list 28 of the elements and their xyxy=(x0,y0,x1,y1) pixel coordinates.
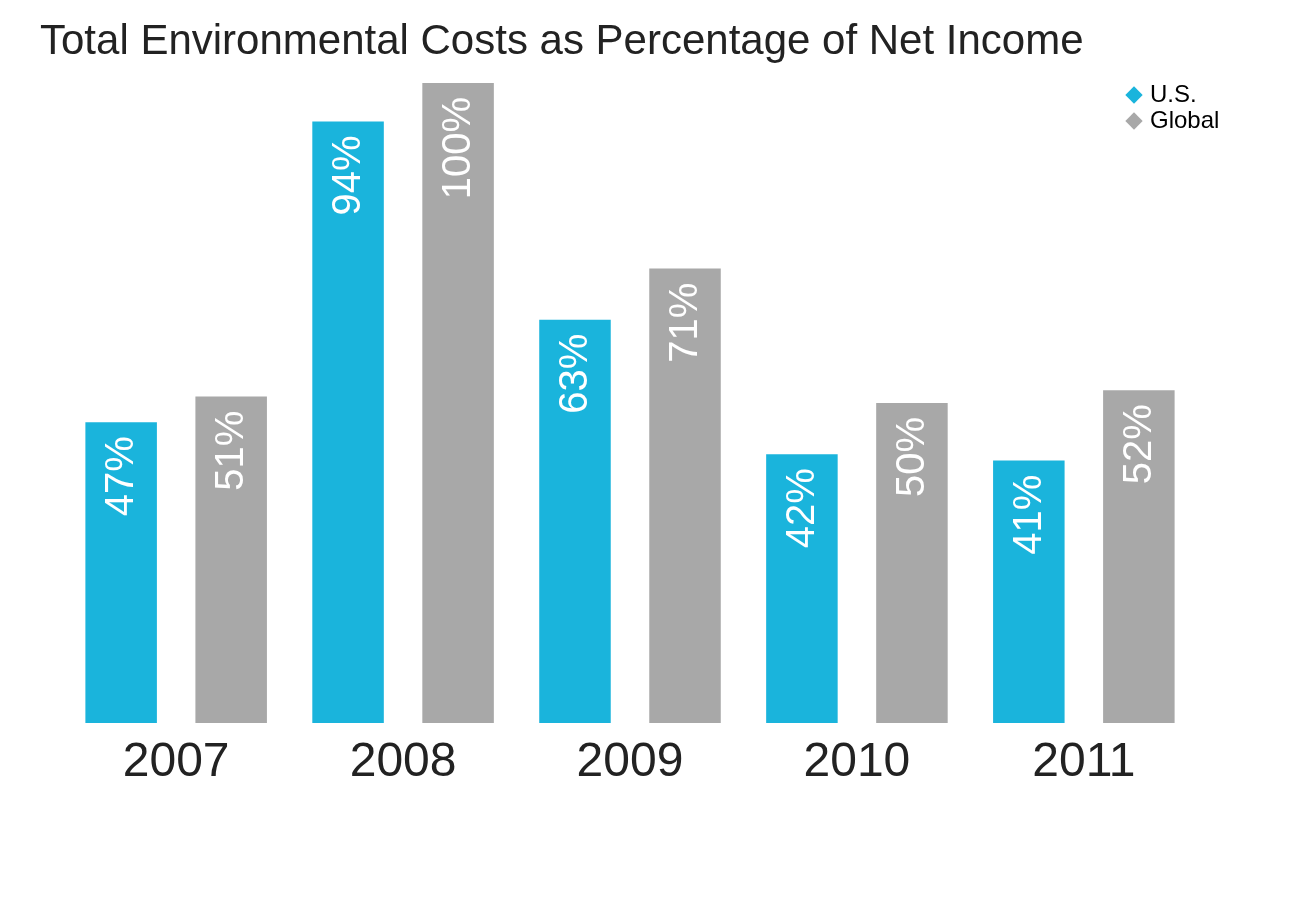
bar xyxy=(649,268,721,723)
data-label: 41% xyxy=(1004,474,1049,555)
bar xyxy=(312,121,384,723)
data-label: 94% xyxy=(324,135,369,216)
data-label: 63% xyxy=(550,333,595,414)
x-tick-label: 2010 xyxy=(803,732,911,786)
bar xyxy=(876,403,948,723)
x-tick-label: 2007 xyxy=(122,732,230,786)
bar xyxy=(539,319,611,723)
x-tick-label: 2009 xyxy=(576,732,684,786)
bar xyxy=(766,454,838,723)
bar xyxy=(85,422,157,723)
x-tick-label: 2011 xyxy=(1032,732,1136,786)
bar xyxy=(195,396,267,723)
data-label: 71% xyxy=(661,282,706,363)
data-label: 52% xyxy=(1114,404,1159,485)
data-label: 50% xyxy=(887,417,932,498)
legend-label: U.S. xyxy=(1150,80,1197,107)
chart-title: Total Environmental Costs as Percentage of Net Income xyxy=(40,16,1084,63)
data-label: 100% xyxy=(434,97,479,200)
data-label: 47% xyxy=(97,436,142,517)
bar xyxy=(1103,390,1175,723)
bar xyxy=(422,83,494,723)
legend-label: Global xyxy=(1150,106,1220,133)
data-label: 42% xyxy=(777,468,822,549)
x-tick-label: 2008 xyxy=(349,732,457,786)
bar xyxy=(993,460,1065,723)
data-label: 51% xyxy=(207,410,252,491)
